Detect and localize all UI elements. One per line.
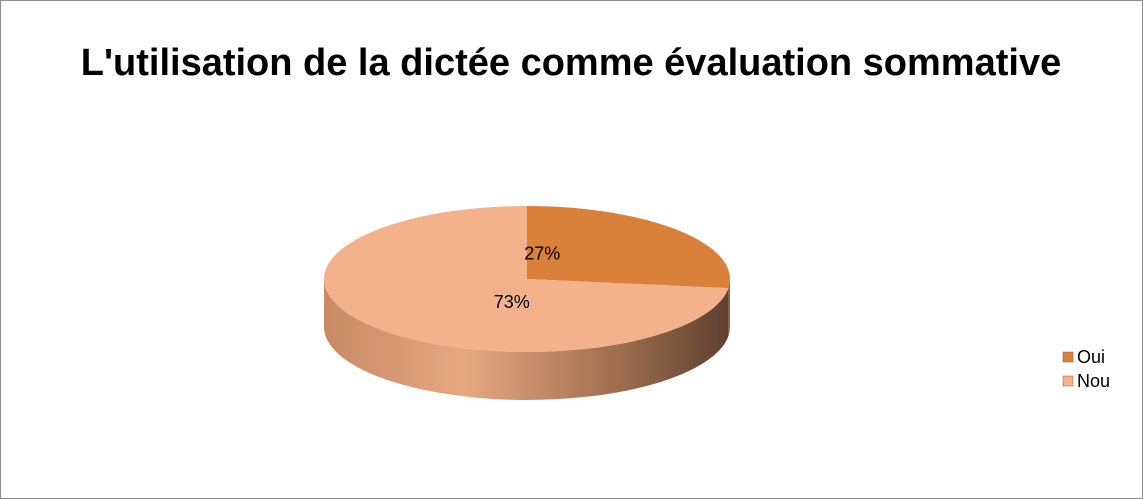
data-label: 73% bbox=[494, 292, 530, 312]
slice bbox=[324, 206, 729, 353]
slice-side bbox=[324, 279, 729, 401]
slice-side bbox=[728, 279, 730, 337]
legend-label: Nou bbox=[1077, 371, 1110, 391]
legend-swatch bbox=[1062, 375, 1074, 387]
legend-swatch bbox=[1062, 351, 1074, 363]
chart-title: L'utilisation de la dictée comme évaluat… bbox=[80, 42, 1062, 84]
data-label: 27% bbox=[524, 244, 560, 264]
slice bbox=[527, 206, 730, 289]
legend-label: Oui bbox=[1077, 347, 1105, 367]
